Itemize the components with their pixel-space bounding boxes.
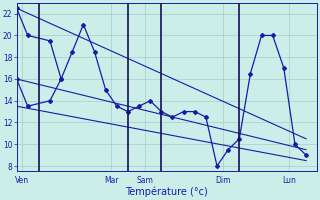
X-axis label: Température (°c): Température (°c) [125, 187, 208, 197]
